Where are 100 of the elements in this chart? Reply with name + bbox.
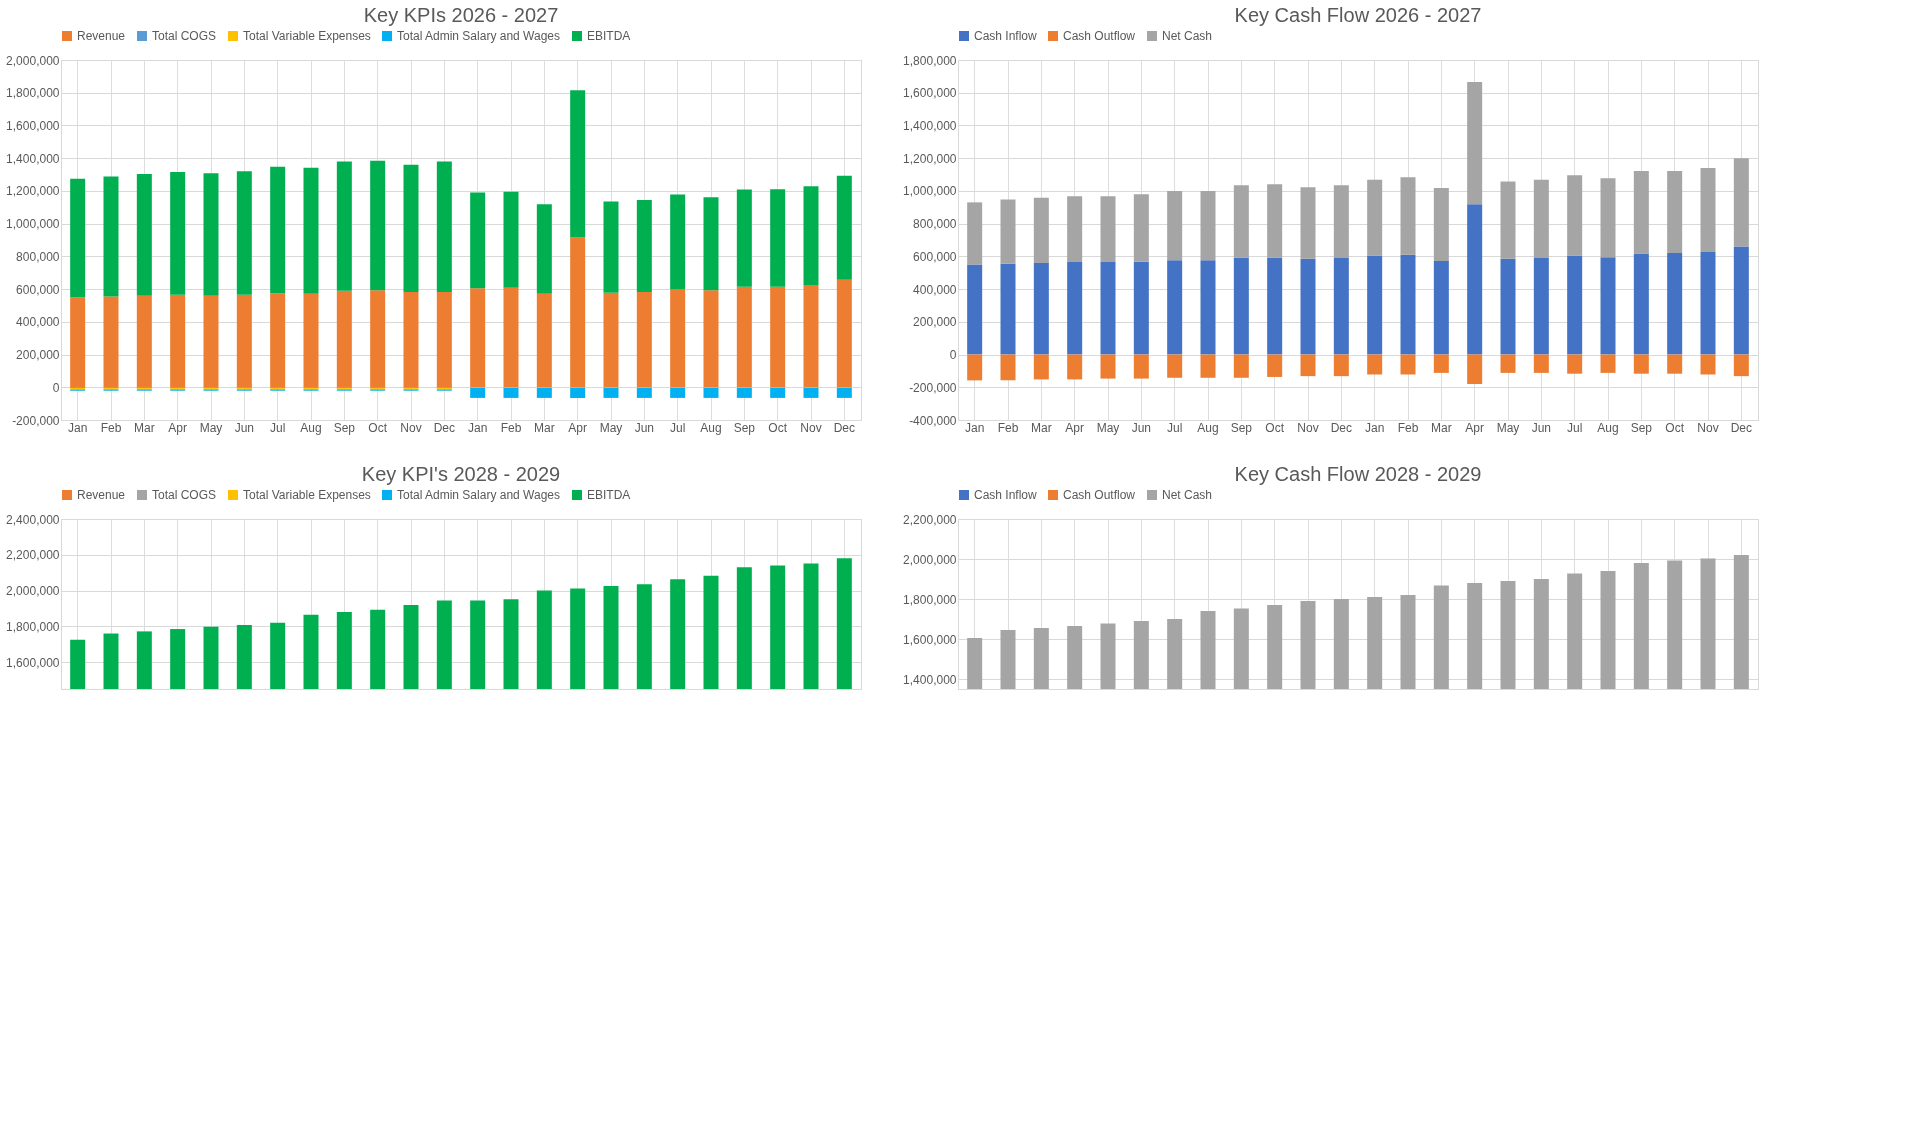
legend-label: Cash Outflow <box>1063 29 1136 43</box>
x-tick-label: Mar <box>1031 420 1052 435</box>
y-tick-label: 1,400,000 <box>903 118 957 133</box>
y-tick-label: 1,600,000 <box>903 632 957 647</box>
x-tick-label: Jan <box>67 420 88 435</box>
x-tick-label: Aug <box>300 420 322 435</box>
x-tick-label: Dec <box>1730 420 1753 435</box>
y-tick-label: 400,000 <box>16 315 60 330</box>
chart-title: Key Cash Flow 2028 - 2029 <box>1234 463 1482 485</box>
legend-label: Total Admin Salary and Wages <box>397 488 560 502</box>
y-tick-label: 1,000,000 <box>903 184 957 199</box>
x-tick-label: Jun <box>1131 420 1152 435</box>
legend-label: Cash Inflow <box>974 488 1038 502</box>
y-tick-label: 1,200,000 <box>6 184 60 199</box>
y-tick-label: 1,000,000 <box>6 217 60 232</box>
y-tick-label: 1,400,000 <box>6 151 60 166</box>
x-tick-label: Nov <box>1297 420 1319 435</box>
x-tick-label: Oct <box>368 420 388 435</box>
y-tick-label: 1,800,000 <box>6 619 60 634</box>
legend-label: Total Variable Expenses <box>243 488 371 502</box>
legend-label: EBITDA <box>587 29 631 43</box>
y-tick-label: 800,000 <box>913 217 957 232</box>
chart-title: Key KPI's 2028 - 2029 <box>361 463 561 485</box>
x-tick-label: Sep <box>1230 420 1253 435</box>
x-tick-label: Aug <box>1197 420 1219 435</box>
x-tick-label: Aug <box>700 420 722 435</box>
x-tick-label: Jul <box>669 420 686 435</box>
x-tick-label: Oct <box>768 420 788 435</box>
y-tick-label: 2,000,000 <box>903 552 957 567</box>
y-tick-label: -400,000 <box>909 413 957 428</box>
x-tick-label: Jun <box>1531 420 1552 435</box>
legend-label: Cash Outflow <box>1063 488 1136 502</box>
x-tick-label: Aug <box>1597 420 1619 435</box>
x-tick-label: Apr <box>168 420 188 435</box>
x-tick-label: Jul <box>269 420 286 435</box>
x-tick-label: Feb <box>1397 420 1419 435</box>
x-tick-label: May <box>599 420 623 435</box>
x-tick-label: May <box>199 420 223 435</box>
legend-label: Total COGS <box>152 29 217 43</box>
x-tick-label: Dec <box>1330 420 1353 435</box>
legend-label: Net Cash <box>1162 29 1213 43</box>
x-tick-label: Sep <box>1630 420 1653 435</box>
legend-label: Revenue <box>77 29 126 43</box>
x-tick-label: Dec <box>433 420 456 435</box>
x-tick-label: Mar <box>134 420 155 435</box>
x-tick-label: May <box>1096 420 1120 435</box>
y-tick-label: 0 <box>52 380 60 395</box>
x-tick-label: Feb <box>500 420 522 435</box>
y-tick-label: 2,000,000 <box>6 53 60 68</box>
y-tick-label: -200,000 <box>909 380 957 395</box>
x-tick-label: Sep <box>733 420 756 435</box>
chart-title: Key KPIs 2026 - 2027 <box>363 4 559 26</box>
y-tick-label: 1,800,000 <box>6 86 60 101</box>
x-tick-label: Sep <box>333 420 356 435</box>
y-tick-label: 0 <box>949 348 957 363</box>
x-tick-label: Nov <box>800 420 822 435</box>
legend-label: Total Variable Expenses <box>243 29 371 43</box>
y-tick-label: 1,400,000 <box>903 672 957 687</box>
y-tick-label: 600,000 <box>913 249 957 264</box>
x-tick-label: Feb <box>100 420 122 435</box>
legend-label: Total COGS <box>152 488 217 502</box>
x-tick-label: Oct <box>1265 420 1285 435</box>
x-tick-label: Jan <box>1364 420 1385 435</box>
y-tick-label: 1,600,000 <box>6 118 60 133</box>
y-tick-label: 2,400,000 <box>6 512 60 527</box>
x-tick-label: Dec <box>833 420 856 435</box>
legend-label: Cash Inflow <box>974 29 1038 43</box>
legend-label: Revenue <box>77 488 126 502</box>
x-tick-label: Jul <box>1166 420 1183 435</box>
y-tick-label: 1,600,000 <box>903 86 957 101</box>
x-tick-label: Jun <box>234 420 255 435</box>
y-tick-label: -200,000 <box>12 413 60 428</box>
y-tick-label: 200,000 <box>16 348 60 363</box>
y-tick-label: 800,000 <box>16 249 60 264</box>
y-tick-label: 600,000 <box>16 282 60 297</box>
y-tick-label: 2,200,000 <box>6 548 60 563</box>
legend-label: Net Cash <box>1162 488 1213 502</box>
x-tick-label: Jan <box>964 420 985 435</box>
x-tick-label: Apr <box>568 420 588 435</box>
y-tick-label: 1,800,000 <box>903 592 957 607</box>
x-tick-label: Nov <box>400 420 422 435</box>
y-tick-label: 400,000 <box>913 282 957 297</box>
legend-label: Total Admin Salary and Wages <box>397 29 560 43</box>
y-tick-label: 2,200,000 <box>903 512 957 527</box>
x-tick-label: Jul <box>1566 420 1583 435</box>
chart-title: Key Cash Flow 2026 - 2027 <box>1234 4 1482 26</box>
x-tick-label: Nov <box>1697 420 1719 435</box>
y-tick-label: 2,000,000 <box>6 584 60 599</box>
x-tick-label: Oct <box>1665 420 1685 435</box>
legend-label: EBITDA <box>587 488 631 502</box>
y-tick-label: 1,800,000 <box>903 53 957 68</box>
x-tick-label: Mar <box>1431 420 1452 435</box>
x-tick-label: Apr <box>1065 420 1085 435</box>
y-tick-label: 200,000 <box>913 315 957 330</box>
x-tick-label: Jun <box>634 420 655 435</box>
x-tick-label: Feb <box>997 420 1019 435</box>
y-tick-label: 1,600,000 <box>6 655 60 670</box>
x-tick-label: Apr <box>1465 420 1485 435</box>
y-tick-label: 1,200,000 <box>903 151 957 166</box>
x-tick-label: Mar <box>534 420 555 435</box>
